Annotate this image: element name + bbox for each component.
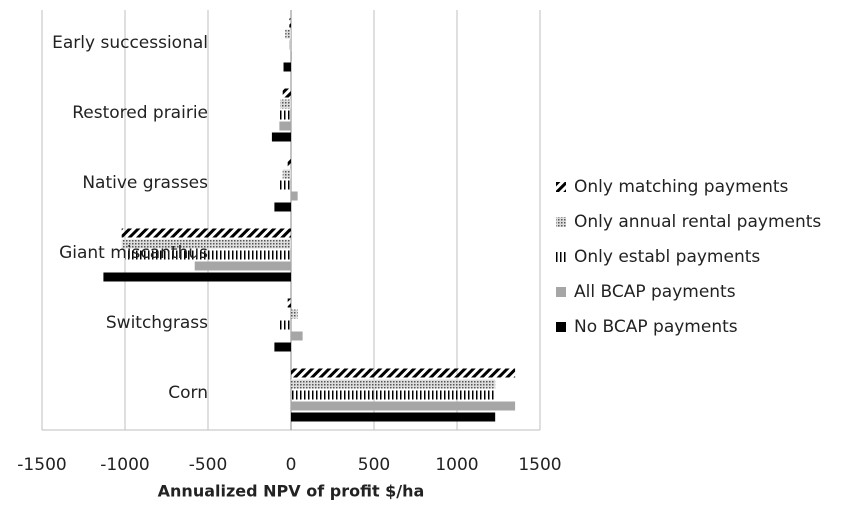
legend-swatch <box>556 182 566 192</box>
legend-label: Only matching payments <box>574 177 789 197</box>
bar <box>282 169 291 179</box>
bar <box>291 390 496 400</box>
bar <box>125 250 291 260</box>
x-axis-title: Annualized NPV of profit $/ha <box>158 482 425 501</box>
bar <box>277 320 291 330</box>
x-tick-label: 500 <box>358 455 390 475</box>
x-tick-label: 0 <box>286 455 297 475</box>
bar <box>271 132 291 142</box>
legend-swatch <box>556 252 566 262</box>
legend-swatch <box>556 287 566 297</box>
bar <box>291 379 496 389</box>
legend-label: All BCAP payments <box>574 282 736 302</box>
bar <box>291 368 516 378</box>
bar <box>291 191 298 201</box>
y-tick-label: Early successional <box>52 33 208 53</box>
y-tick-label: Giant miscanthus <box>59 243 208 263</box>
x-tick-label: -1000 <box>100 455 149 475</box>
bar <box>291 309 298 319</box>
bar <box>283 62 291 72</box>
bar <box>291 412 496 422</box>
x-tick-label: 1000 <box>435 455 478 475</box>
bar <box>121 228 292 238</box>
legend-label: Only establ payments <box>574 247 760 267</box>
legend-swatch <box>556 217 566 227</box>
y-tick-label: Restored prairie <box>72 103 208 123</box>
bar <box>279 121 291 131</box>
bar <box>282 88 291 98</box>
bar <box>287 298 291 308</box>
bar <box>103 272 291 282</box>
bar <box>280 99 291 109</box>
x-tick-label: -1500 <box>17 455 66 475</box>
bar <box>121 239 292 249</box>
y-tick-label: Native grasses <box>82 173 208 193</box>
bar <box>287 158 291 168</box>
legend-swatch <box>556 322 566 332</box>
x-tick-label: -500 <box>189 455 228 475</box>
bar <box>194 261 291 271</box>
bar <box>279 180 291 190</box>
bar <box>289 40 291 50</box>
legend-label: No BCAP payments <box>574 317 738 337</box>
x-tick-label: 1500 <box>518 455 561 475</box>
bar <box>291 331 303 341</box>
y-tick-label: Switchgrass <box>106 313 208 333</box>
bar <box>277 110 291 120</box>
bar <box>285 29 291 39</box>
y-tick-label: Corn <box>168 383 208 403</box>
bar <box>274 202 291 212</box>
bar <box>289 18 291 28</box>
bar <box>274 342 291 352</box>
legend-label: Only annual rental payments <box>574 212 821 232</box>
bar <box>291 401 516 411</box>
bar <box>291 51 292 61</box>
